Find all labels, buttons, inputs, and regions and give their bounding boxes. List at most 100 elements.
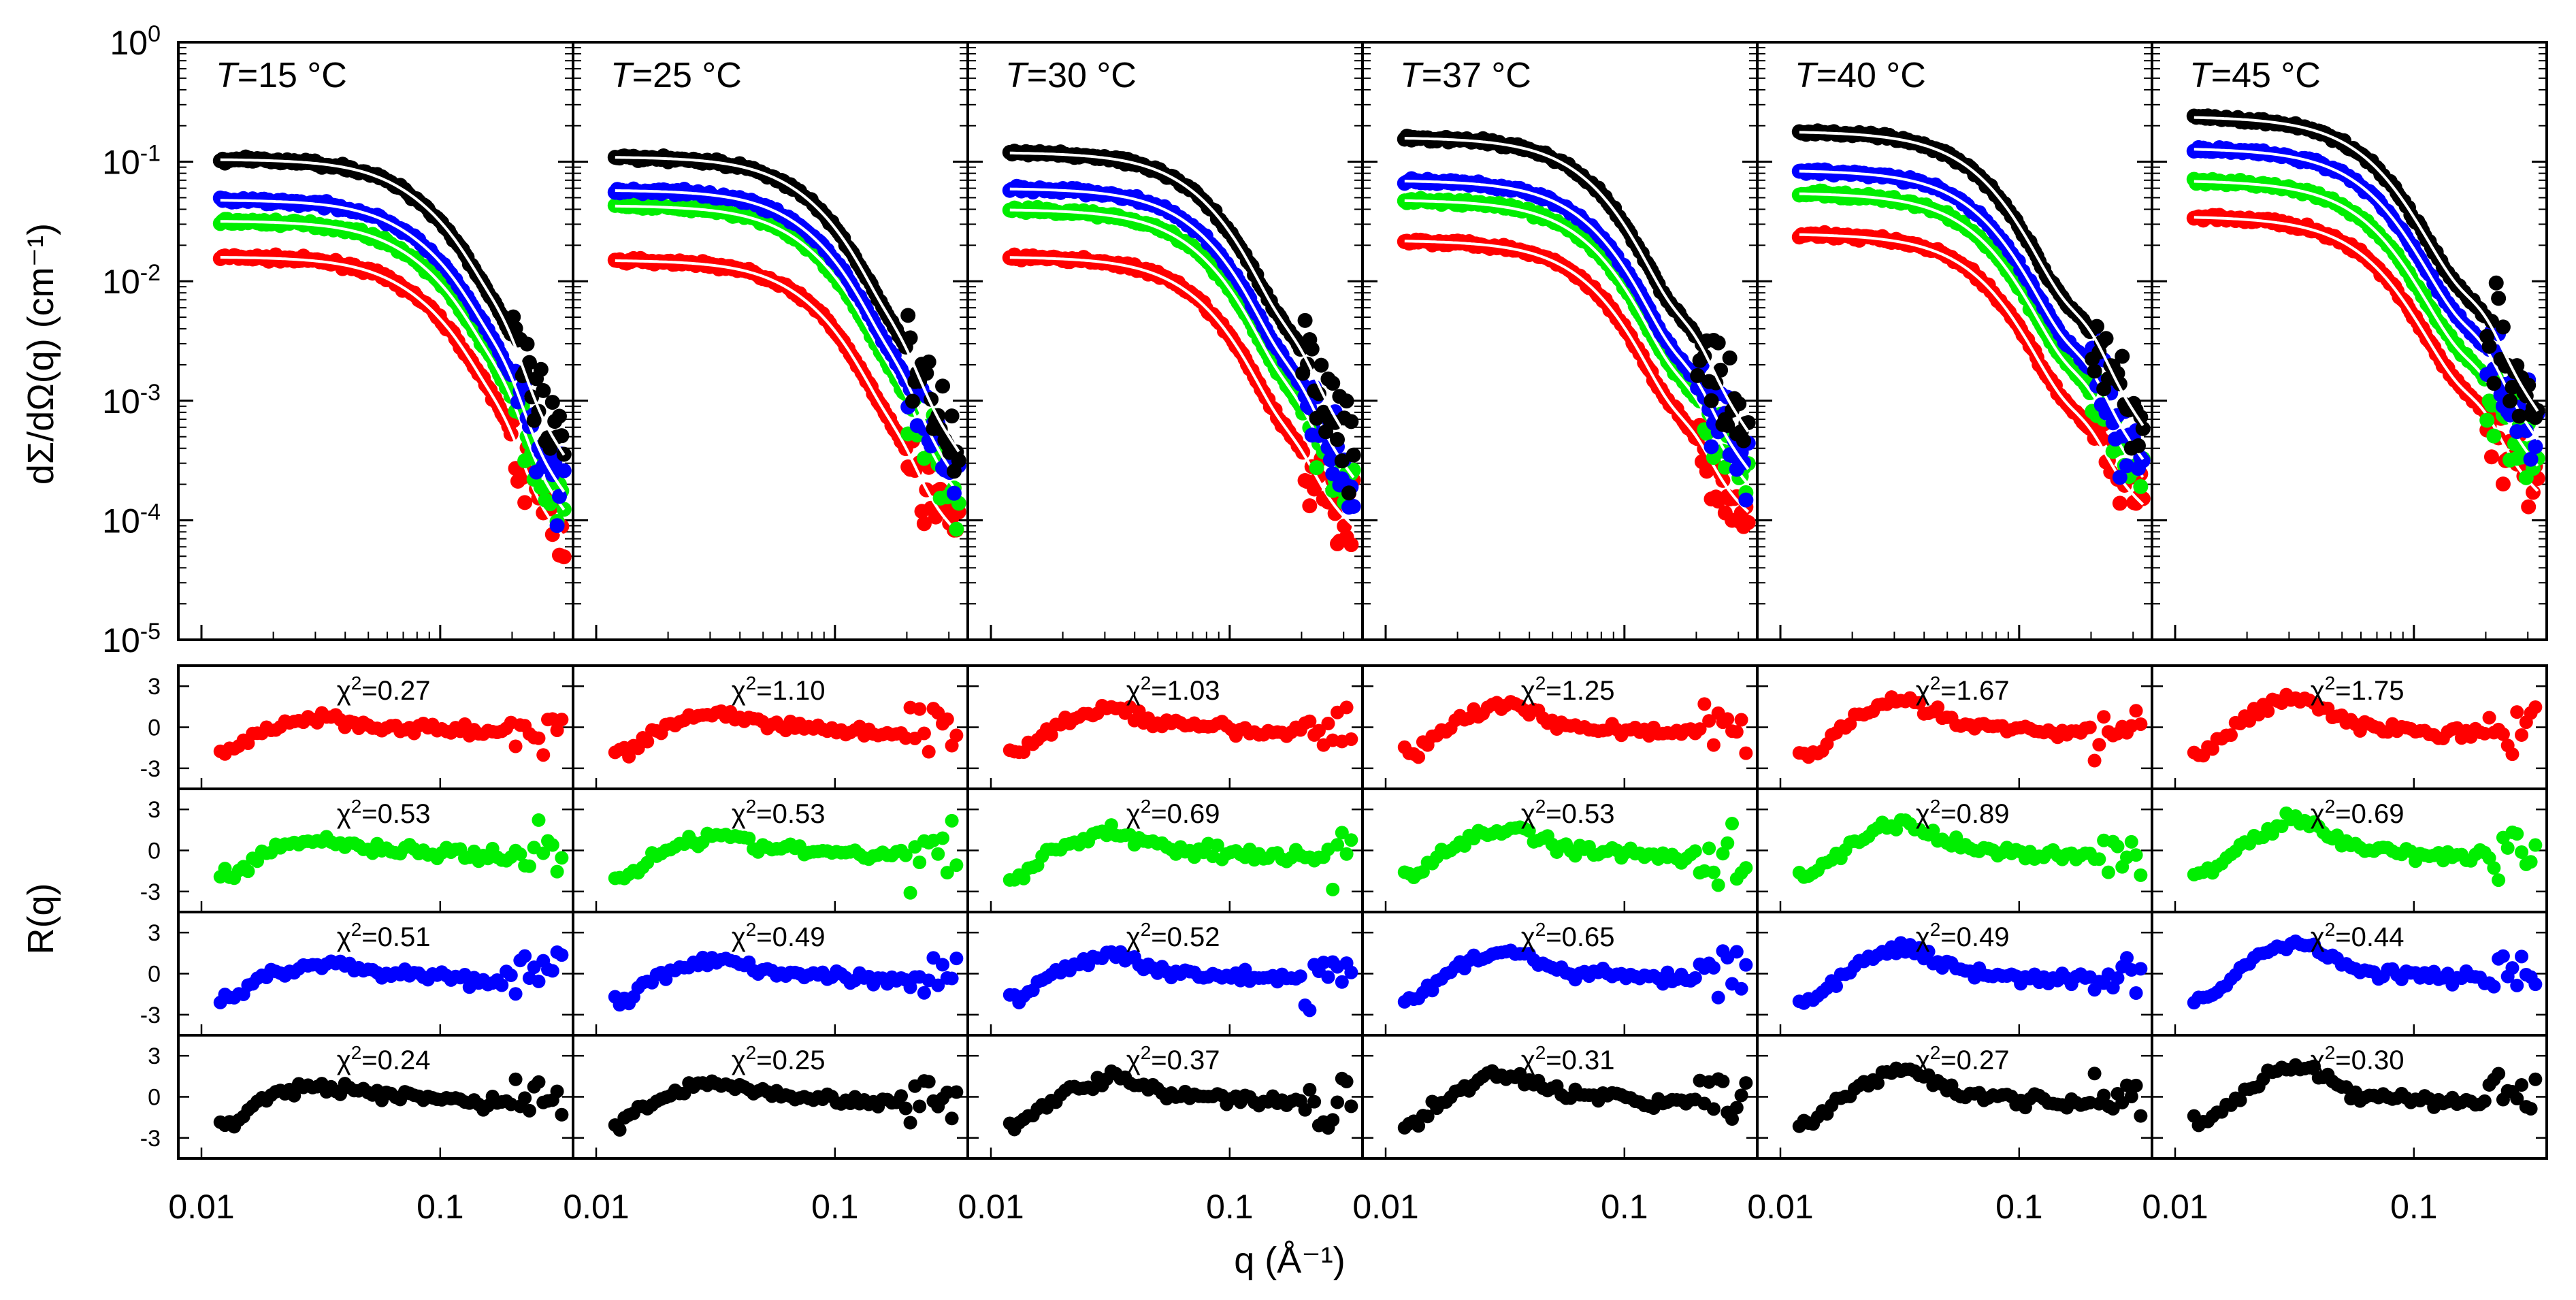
temperature-label: T=15 °C [216, 56, 347, 95]
data-point [544, 395, 560, 410]
residual-points-blue [1397, 943, 1753, 1009]
chi-squared-label: χ2=0.31 [1521, 1042, 1615, 1076]
residual-point [1706, 865, 1721, 879]
fit-line [615, 259, 960, 534]
residual-point [1716, 1074, 1730, 1088]
residual-point [640, 734, 655, 749]
residual-point [545, 838, 559, 852]
residual-point [532, 974, 546, 988]
residual-point [1339, 847, 1354, 861]
chi-squared-label: χ2=0.51 [337, 919, 431, 953]
data-point [1740, 515, 1756, 530]
residual-point [913, 702, 927, 716]
residual-point [555, 713, 569, 727]
chi-squared-label: χ2=0.24 [337, 1042, 431, 1076]
data-point [935, 378, 951, 394]
residual-point [532, 813, 546, 827]
residual-points-black [213, 1072, 569, 1134]
residual-point [903, 885, 917, 900]
data-point [2087, 363, 2102, 379]
residual-points-black [608, 1074, 964, 1137]
residual-point [1688, 844, 1702, 858]
residual-point [613, 1123, 627, 1137]
fit-line [220, 256, 566, 538]
residual-point [1711, 990, 1725, 1005]
temperature-label: T=40 °C [1795, 56, 1926, 95]
data-point [549, 518, 565, 534]
data-point [1703, 393, 1719, 408]
data-point [944, 408, 960, 424]
chi-squared-label: χ2=1.25 [1521, 672, 1615, 706]
data-point [1341, 485, 1356, 501]
residual-point [1721, 836, 1735, 850]
residual-point [508, 739, 523, 753]
data-point [536, 383, 551, 398]
data-point [1339, 393, 1354, 409]
residual-point [1702, 841, 1716, 856]
residual-point [1344, 965, 1358, 979]
residual-point [1734, 713, 1748, 727]
residual-point [922, 745, 936, 759]
data-point [946, 485, 962, 501]
residual-point [1412, 750, 1426, 764]
data-point [2112, 495, 2127, 511]
data-point [1735, 433, 1751, 449]
data-point [1703, 439, 1719, 455]
residual-point [1326, 882, 1340, 896]
x-tick-label: 0.1 [1206, 1188, 1254, 1226]
residual-point [949, 728, 964, 743]
x-tick-label: 0.01 [1352, 1188, 1418, 1226]
data-point [1722, 350, 1738, 365]
panel-grid: T=15 °C χ2=0.27 χ2=0.53 χ2=0.51 χ2=0.24 0.01 0… [102, 21, 2548, 1226]
residual-point [1729, 945, 1744, 959]
residual-point [936, 958, 950, 972]
residual-point [532, 731, 546, 745]
residual-points-red [213, 706, 569, 762]
residual-point [917, 726, 931, 741]
data-point [916, 516, 932, 532]
residual-point [945, 813, 959, 828]
residual-point [518, 949, 532, 963]
residual-point [1739, 958, 1753, 972]
residual-point [555, 1107, 569, 1122]
data-point [2133, 478, 2149, 494]
data-point [1343, 414, 1359, 429]
data-point [533, 361, 549, 377]
temperature-label: T=25 °C [610, 56, 742, 95]
data-point [551, 408, 567, 424]
chi-squared-label: χ2=0.37 [1126, 1042, 1220, 1076]
residual-point [522, 1103, 536, 1118]
panel-2: T=25 °C χ2=1.10 χ2=0.53 χ2=0.49 χ2=0.25 0.01 0… [563, 41, 969, 1226]
data-point [1710, 335, 1726, 351]
residual-point [1303, 1083, 1317, 1097]
x-tick-label: 0.01 [958, 1188, 1024, 1226]
chi-squared-label: χ2=0.53 [337, 796, 431, 830]
residual-point [1344, 732, 1358, 747]
residual-point [1734, 1088, 1748, 1103]
data-point [928, 509, 943, 525]
residual-point [504, 968, 518, 982]
residual-points-blue [608, 950, 964, 1012]
residual-point [518, 1091, 532, 1105]
residual-point [940, 712, 954, 726]
panel-4: T=37 °C χ2=1.25 χ2=0.53 χ2=0.65 χ2=0.31 0.01 0… [1352, 41, 1759, 1226]
residual-point [1729, 725, 1744, 739]
residual-point [1706, 960, 1721, 975]
residual-points-red [608, 700, 964, 764]
x-tick-label: 0.01 [563, 1188, 629, 1226]
residual-point [522, 859, 536, 873]
data-point [1738, 492, 1754, 508]
data-point [2098, 331, 2114, 346]
residual-point [1293, 969, 1307, 984]
residual-point [550, 1084, 564, 1099]
chi-squared-label: χ2=0.53 [1521, 796, 1615, 830]
residual-point [287, 1088, 301, 1103]
data-point [542, 440, 558, 456]
x-tick-label: 0.1 [417, 1188, 464, 1226]
data-point [904, 393, 920, 409]
data-point [517, 495, 533, 510]
data-point [1330, 432, 1346, 447]
residual-point [1739, 1076, 1753, 1090]
